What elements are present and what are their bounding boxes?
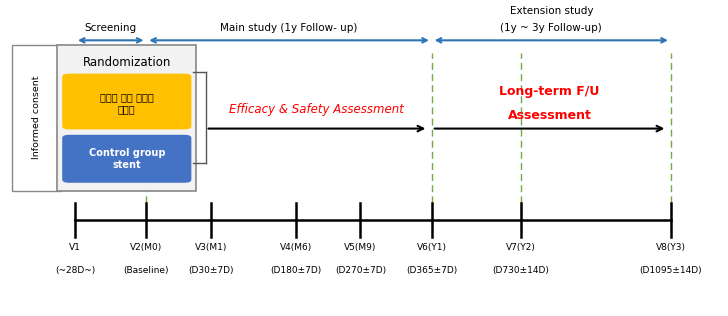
Text: (D180±7D): (D180±7D) bbox=[271, 266, 322, 275]
Text: (D270±7D): (D270±7D) bbox=[335, 266, 386, 275]
Text: (~28D~): (~28D~) bbox=[55, 266, 95, 275]
Text: Long-term F/U: Long-term F/U bbox=[499, 85, 600, 98]
Text: (Baseline): (Baseline) bbox=[124, 266, 169, 275]
Text: Main study (1y Follow- up): Main study (1y Follow- up) bbox=[221, 22, 357, 33]
Text: Control group
stent: Control group stent bbox=[89, 148, 165, 170]
FancyBboxPatch shape bbox=[62, 74, 191, 129]
Text: V7(Y2): V7(Y2) bbox=[506, 243, 536, 252]
Text: V1: V1 bbox=[69, 243, 81, 252]
Text: Efficacy & Safety Assessment: Efficacy & Safety Assessment bbox=[229, 103, 404, 116]
Text: Informed consent: Informed consent bbox=[32, 76, 41, 160]
Text: Extension study: Extension study bbox=[510, 6, 593, 15]
Text: 개발한 생체 흥수성: 개발한 생체 흥수성 bbox=[100, 92, 154, 102]
Text: V5(M9): V5(M9) bbox=[344, 243, 376, 252]
Text: Randomization: Randomization bbox=[82, 56, 171, 69]
FancyBboxPatch shape bbox=[12, 45, 61, 191]
Text: V4(M6): V4(M6) bbox=[280, 243, 312, 252]
Text: (1y ~ 3y Follow-up): (1y ~ 3y Follow-up) bbox=[500, 22, 602, 33]
Text: 스텐트: 스텐트 bbox=[118, 104, 135, 114]
Text: V6(Y1): V6(Y1) bbox=[416, 243, 447, 252]
Text: V8(Y3): V8(Y3) bbox=[656, 243, 686, 252]
Text: V2(M0): V2(M0) bbox=[130, 243, 162, 252]
Text: Assessment: Assessment bbox=[507, 109, 591, 122]
Text: (D1095±14D): (D1095±14D) bbox=[639, 266, 702, 275]
Text: (D30±7D): (D30±7D) bbox=[188, 266, 234, 275]
FancyBboxPatch shape bbox=[62, 135, 191, 183]
Text: (D730±14D): (D730±14D) bbox=[493, 266, 550, 275]
Text: V3(M1): V3(M1) bbox=[194, 243, 227, 252]
Text: (D365±7D): (D365±7D) bbox=[406, 266, 457, 275]
FancyBboxPatch shape bbox=[58, 45, 197, 191]
Text: Screening: Screening bbox=[84, 22, 137, 33]
